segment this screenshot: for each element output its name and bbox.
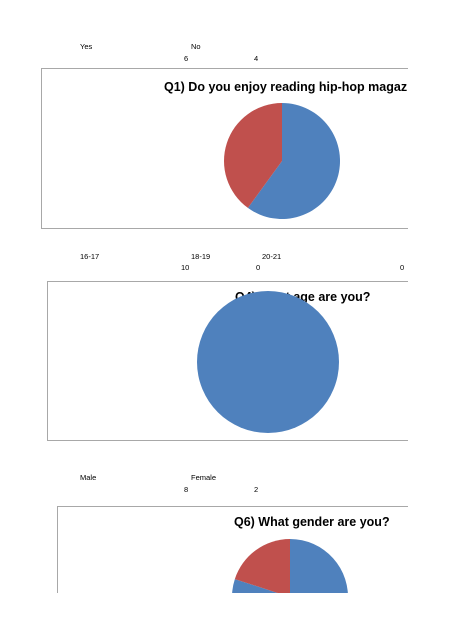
document-page: Yes No 6 4 Q1) Do you enjoy reading hip-… — [41, 42, 408, 593]
table-label-no: No — [191, 42, 201, 51]
chart-box-q6: Q6) What gender are you? — [57, 506, 408, 593]
table-value-20-21: 0 — [400, 263, 405, 272]
table-value-yes: 6 — [184, 54, 189, 63]
table-label-yes: Yes — [80, 42, 93, 51]
pie-slice-female — [234, 539, 290, 593]
table-value-16-17: 10 — [181, 263, 190, 272]
chart-box-q1: Q1) Do you enjoy reading hip-hop magazin… — [41, 68, 408, 229]
chart-title-q6: Q6) What gender are you? — [234, 515, 390, 529]
table-label-18-19: 18-19 — [191, 252, 211, 261]
pie-chart-q1 — [224, 103, 341, 219]
pie-slice-male — [232, 539, 348, 593]
table-value-18-19: 0 — [256, 263, 261, 272]
table-value-female: 2 — [254, 485, 259, 494]
chart-title-q1: Q1) Do you enjoy reading hip-hop magazin… — [164, 80, 408, 94]
table-label-16-17: 16-17 — [80, 252, 100, 261]
chart-box-q4: Q4) What age are you? — [47, 281, 408, 441]
pie-chart-q6 — [232, 539, 348, 593]
pie-slice-no — [224, 103, 282, 208]
table-label-female: Female — [191, 473, 217, 482]
pie-chart-q4 — [197, 291, 339, 433]
table-value-no: 4 — [254, 54, 259, 63]
pie-slice-yes — [247, 103, 341, 219]
table-label-male: Male — [80, 473, 97, 482]
table-label-20-21: 20-21 — [262, 252, 282, 261]
table-value-male: 8 — [184, 485, 189, 494]
pie-slice-16-17 — [197, 291, 339, 433]
